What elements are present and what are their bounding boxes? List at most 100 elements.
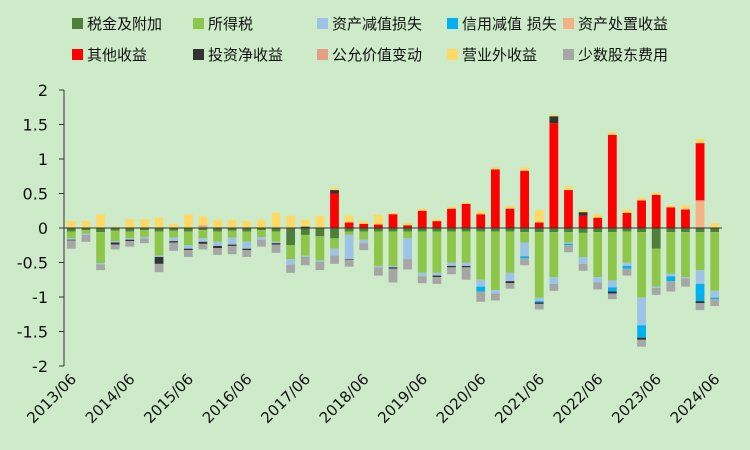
bar-segment bbox=[213, 245, 222, 249]
bar-segment bbox=[622, 265, 632, 269]
legend-label-2: 资产减值损失 bbox=[332, 15, 422, 33]
bar-segment bbox=[710, 299, 720, 306]
bar-segment bbox=[183, 228, 193, 232]
bar-segment bbox=[227, 228, 237, 231]
bar-segment bbox=[66, 231, 76, 239]
bar-segment bbox=[169, 242, 179, 251]
bar-segment bbox=[564, 243, 573, 246]
bar-segment bbox=[213, 241, 222, 246]
bar-segment bbox=[403, 225, 413, 228]
bar-segment bbox=[403, 238, 413, 260]
bar-segment bbox=[257, 228, 266, 231]
bar-segment bbox=[125, 241, 135, 247]
bar-segment bbox=[140, 236, 149, 239]
bar-segment bbox=[534, 303, 544, 310]
bar-segment bbox=[520, 242, 529, 257]
bar-segment bbox=[447, 262, 456, 266]
bar-segment bbox=[140, 228, 149, 231]
bar-segment bbox=[330, 228, 339, 239]
bar-segment bbox=[344, 215, 354, 223]
bar-segment bbox=[710, 297, 720, 300]
bar-segment bbox=[359, 239, 369, 244]
bar-segment bbox=[578, 256, 588, 264]
legend-label-9: 少数股东费用 bbox=[578, 46, 668, 64]
bar-segment bbox=[476, 210, 486, 215]
y-tick-label: -1 bbox=[32, 288, 48, 307]
bar-segment bbox=[534, 302, 544, 304]
bar-segment bbox=[666, 232, 676, 274]
bar-segment bbox=[607, 134, 617, 228]
bar-segment bbox=[637, 337, 646, 340]
bar-segment bbox=[417, 210, 427, 228]
bar-segment bbox=[183, 214, 193, 228]
bar-segment bbox=[666, 281, 676, 292]
legend-swatch-8 bbox=[447, 49, 458, 60]
bar-segment bbox=[549, 123, 559, 228]
bar-segment bbox=[607, 280, 617, 288]
bar-segment bbox=[169, 228, 179, 231]
bar-segment bbox=[564, 228, 573, 233]
bar-segment bbox=[534, 297, 544, 302]
bar-segment bbox=[213, 219, 222, 228]
bar-segment bbox=[681, 205, 690, 210]
bar-segment bbox=[564, 186, 573, 191]
bar-segment bbox=[432, 272, 442, 276]
bar-segment bbox=[490, 169, 500, 228]
bar-segment bbox=[461, 202, 471, 204]
bar-segment bbox=[432, 275, 442, 277]
bar-segment bbox=[271, 243, 281, 245]
bar-segment bbox=[154, 256, 164, 264]
bar-segment bbox=[110, 228, 120, 231]
legend-swatch-2 bbox=[317, 18, 328, 29]
bar-segment bbox=[417, 228, 427, 232]
bar-segment bbox=[66, 240, 76, 249]
bar-segment bbox=[257, 239, 266, 247]
bar-segment bbox=[666, 207, 676, 228]
bar-segment bbox=[461, 228, 471, 232]
bar-segment bbox=[681, 209, 690, 228]
bar-segment bbox=[490, 293, 500, 301]
bar-segment bbox=[330, 238, 339, 249]
bar-segment bbox=[227, 244, 237, 246]
legend-swatch-1 bbox=[193, 18, 204, 29]
bar-segment bbox=[637, 200, 646, 228]
bar-segment bbox=[169, 241, 179, 243]
bar-segment bbox=[593, 282, 603, 290]
bar-segment bbox=[564, 242, 573, 244]
bar-segment bbox=[110, 241, 120, 243]
bar-segment bbox=[476, 279, 486, 287]
bar-segment bbox=[417, 208, 427, 211]
bar-segment bbox=[271, 231, 281, 242]
bar-segment bbox=[520, 170, 529, 228]
bar-segment bbox=[666, 273, 676, 277]
bar-segment bbox=[607, 293, 617, 300]
bar-segment bbox=[227, 237, 237, 245]
bar-segment bbox=[447, 208, 456, 228]
bar-segment bbox=[476, 214, 486, 228]
bar-segment bbox=[66, 221, 76, 228]
bar-segment bbox=[432, 219, 442, 222]
bar-segment bbox=[388, 231, 398, 266]
bar-segment bbox=[330, 187, 339, 191]
bar-segment bbox=[66, 228, 76, 232]
bar-segment bbox=[242, 228, 252, 232]
bar-segment bbox=[695, 283, 705, 302]
bar-segment bbox=[198, 225, 208, 228]
bar-segment bbox=[359, 231, 369, 240]
legend-label-1: 所得税 bbox=[208, 15, 253, 33]
bar-segment bbox=[622, 231, 632, 263]
bar-segment bbox=[534, 301, 544, 303]
bar-segment bbox=[140, 219, 149, 228]
bar-segment bbox=[300, 228, 310, 235]
bar-segment bbox=[154, 228, 164, 232]
bar-segment bbox=[447, 231, 456, 263]
bar-segment bbox=[651, 228, 661, 249]
bar-segment bbox=[373, 228, 383, 232]
bar-segment bbox=[695, 138, 705, 144]
bar-segment bbox=[637, 228, 646, 233]
bar-segment bbox=[607, 287, 617, 292]
bar-segment bbox=[607, 232, 617, 281]
bar-segment bbox=[505, 272, 515, 282]
bar-segment bbox=[373, 214, 383, 225]
bar-segment bbox=[286, 264, 296, 273]
